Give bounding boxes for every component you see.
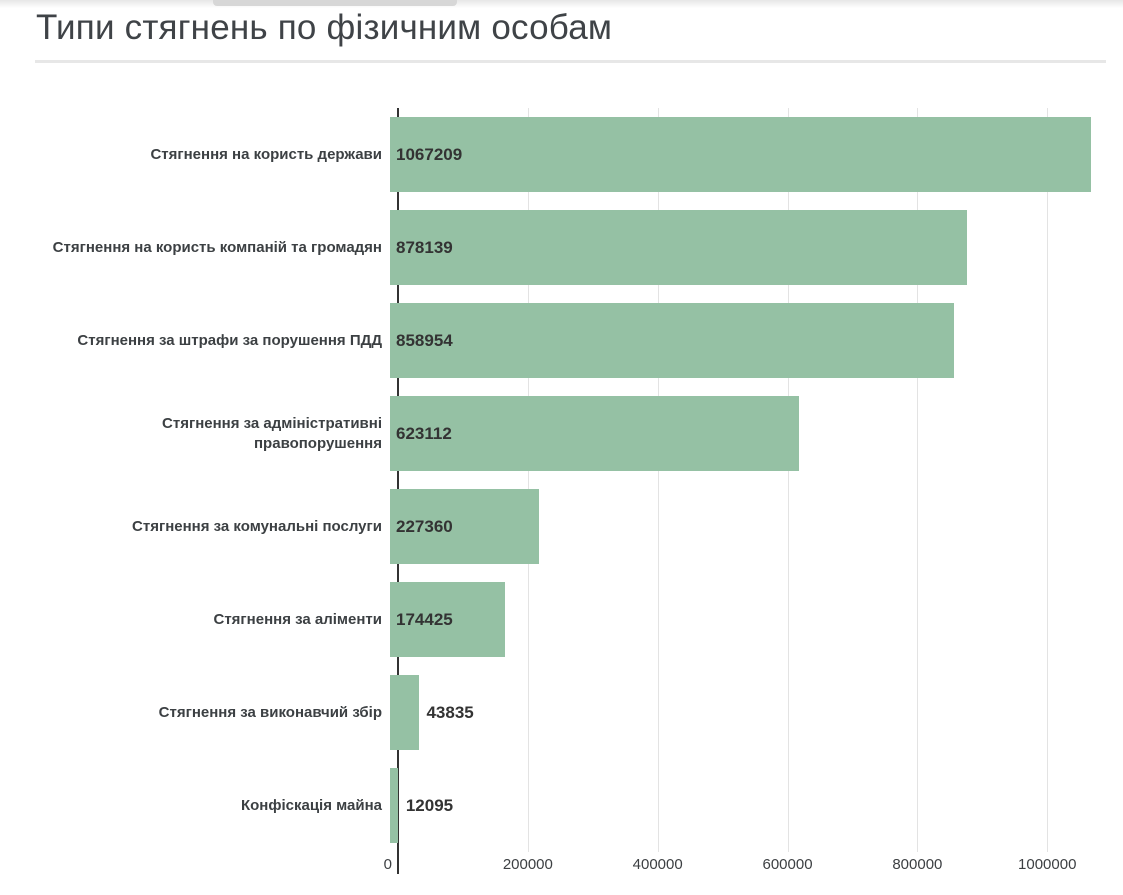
bar-value-label: 174425: [396, 609, 453, 629]
category-label: Стягнення на користь держави: [0, 108, 390, 201]
bar-track: 227360: [390, 480, 1105, 573]
title-divider: [35, 60, 1106, 63]
chart-row: Конфіскація майна 12095: [0, 759, 1105, 852]
bar-track: 878139: [390, 201, 1105, 294]
x-tick-label-0: 0: [383, 856, 392, 873]
category-label-text: Стягнення на користь держави: [150, 145, 382, 163]
category-label: Стягнення за виконавчий збір: [0, 666, 390, 759]
bar-track: 174425: [390, 573, 1105, 666]
x-axis: 0 200000 400000 600000 800000 1000000: [384, 854, 1105, 880]
category-label-text: Стягнення за аліменти: [213, 610, 383, 628]
category-label: Стягнення за аліменти: [0, 573, 390, 666]
bar-chart: Стягнення на користь держави 1067209 Стягн…: [0, 108, 1105, 852]
x-tick-label-1000000: 1000000: [1018, 856, 1077, 873]
bar-value-label: 878139: [396, 237, 453, 257]
chart-row: Стягнення на користь компаній та громадя…: [0, 201, 1105, 294]
chart-row: Стягнення за штрафи за порушення ПДД 8589…: [0, 294, 1105, 387]
category-label-text: Конфіскація майна: [240, 796, 382, 814]
category-label-text: Стягнення за штрафи за порушення ПДД: [77, 331, 382, 349]
chart-row: Стягнення за адміністративні правопоруше…: [0, 387, 1105, 480]
bar-5[interactable]: [390, 489, 540, 564]
bar-value-label: 1067209: [396, 144, 463, 164]
x-tick-label-800000: 800000: [892, 856, 943, 873]
bar-4[interactable]: [390, 396, 800, 471]
chart-row: Стягнення за комунальні послуги 227360: [0, 480, 1105, 573]
bar-2[interactable]: [390, 210, 967, 285]
chart-row: Стягнення на користь держави 1067209: [0, 108, 1105, 201]
chart-row: Стягнення за аліменти 174425: [0, 573, 1105, 666]
x-tick-label-400000: 400000: [632, 856, 683, 873]
x-tick-label-200000: 200000: [502, 856, 553, 873]
bar-8[interactable]: [390, 768, 398, 843]
chart-title: Типи стягнень по фізичним особам: [36, 8, 613, 47]
category-label: Стягнення на користь компаній та громадя…: [0, 201, 390, 294]
top-gradient-band: [0, 0, 1123, 8]
category-label: Стягнення за адміністративні правопоруше…: [0, 387, 390, 480]
x-tick-label-600000: 600000: [762, 856, 813, 873]
chart-row: Стягнення за виконавчий збір 43835: [0, 666, 1105, 759]
bar-value-label: 227360: [396, 516, 453, 536]
category-label: Стягнення за комунальні послуги: [0, 480, 390, 573]
category-label: Конфіскація майна: [0, 759, 390, 852]
bar-track: 623112: [390, 387, 1105, 480]
bar-3[interactable]: [390, 303, 954, 378]
category-label-text: Стягнення за комунальні послуги: [132, 517, 382, 535]
bar-value-label: 12095: [405, 795, 454, 815]
bar-value-label: 623112: [396, 423, 452, 443]
bar-value-label: 858954: [396, 330, 453, 350]
bar-track: 12095: [390, 759, 1105, 852]
bar-value-label: 43835: [426, 702, 474, 722]
category-label-text: Стягнення за адміністративні правопоруше…: [162, 415, 382, 452]
bar-6[interactable]: [390, 582, 505, 657]
category-label-text: Стягнення на користь компаній та громадя…: [52, 238, 382, 256]
category-label-text: Стягнення за виконавчий збір: [158, 703, 382, 721]
bar-track: 1067209: [390, 108, 1105, 201]
top-crop-artifact: [213, 0, 457, 6]
bar-track: 858954: [390, 294, 1105, 387]
bar-1[interactable]: [390, 117, 1091, 192]
bar-track: 43835: [390, 666, 1105, 759]
category-label: Стягнення за штрафи за порушення ПДД: [0, 294, 390, 387]
bar-7[interactable]: [390, 675, 419, 750]
